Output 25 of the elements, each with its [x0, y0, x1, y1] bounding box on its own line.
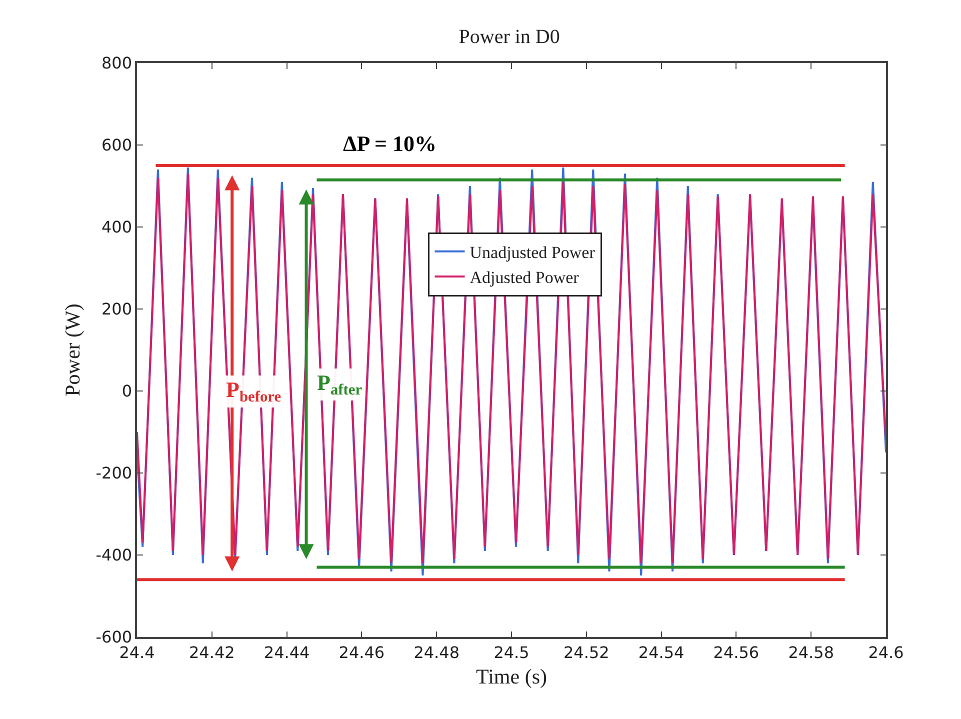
y-tick-label: 200	[102, 300, 132, 319]
x-tick-label: 24.48	[414, 642, 460, 662]
x-tick-label: 24.58	[788, 642, 834, 662]
x-tick-label: 24.5	[494, 642, 530, 662]
legend-label: Adjusted Power	[470, 268, 580, 288]
x-tick-label: 24.42	[188, 642, 235, 662]
annotation: P$_{after}$	[317, 370, 362, 399]
y-tick-label: 600	[102, 136, 132, 155]
y-tick-label: -200	[96, 464, 132, 483]
annotation: P$_{before}$	[226, 377, 282, 406]
y-tick-label: -400	[96, 546, 132, 565]
x-axis-title: Time (s)	[476, 664, 547, 689]
x-tick-label: 24.52	[563, 642, 610, 662]
x-tick-label: 24.44	[264, 642, 310, 662]
x-tick-label: 24.46	[338, 642, 385, 662]
x-tick-label: 24.56	[713, 642, 760, 662]
y-tick-label: 800	[102, 54, 132, 73]
y-tick-label: 0	[122, 382, 132, 401]
legend-label: Unadjusted Power	[470, 243, 596, 262]
y-tick-label: 400	[102, 218, 132, 237]
chart-title: Power in D0	[458, 26, 560, 48]
y-axis-title: Power (W)	[60, 304, 84, 396]
x-tick-label: 24.54	[638, 642, 684, 662]
annotation: ΔP = 10%	[343, 131, 437, 156]
x-tick-label: 24.6	[868, 642, 904, 662]
